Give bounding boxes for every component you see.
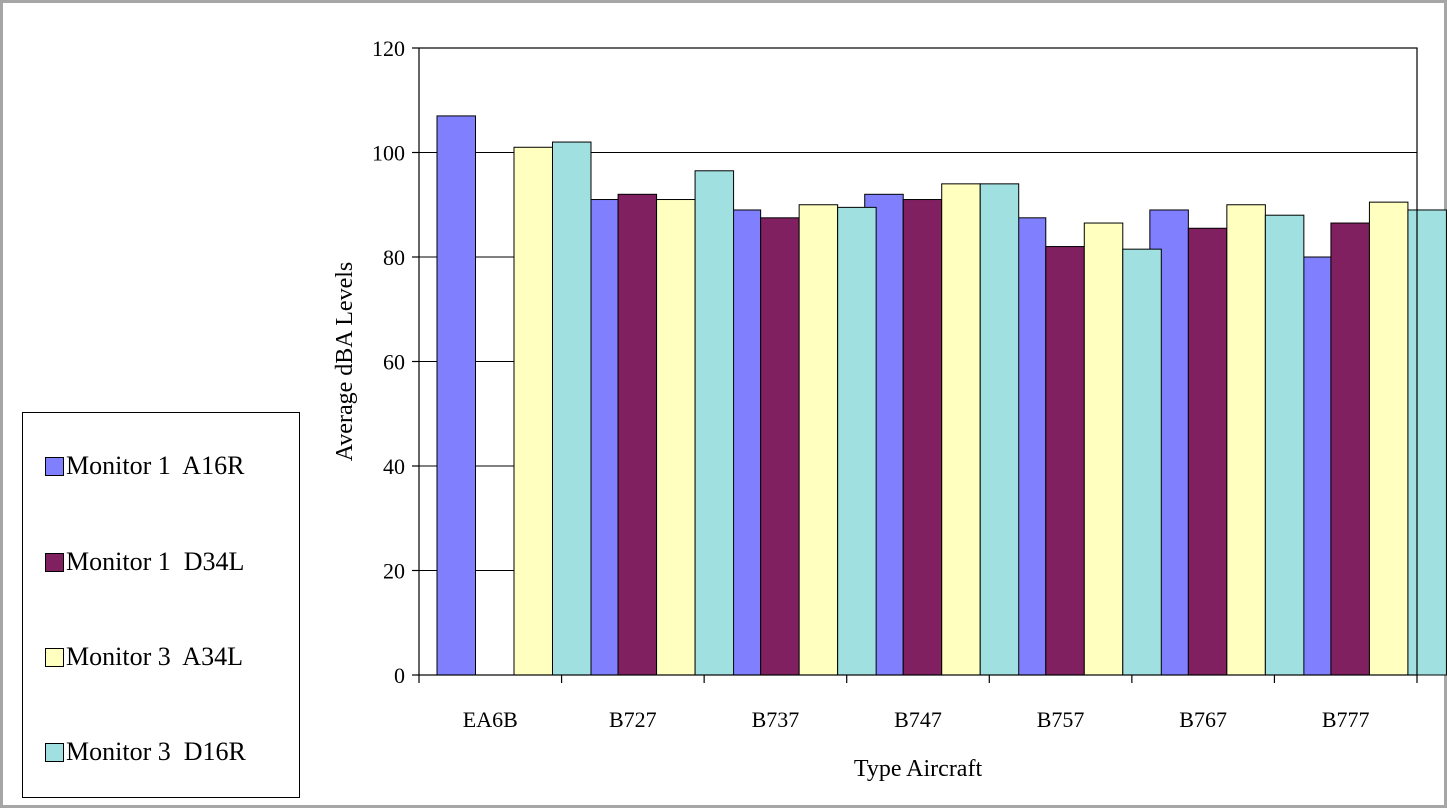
x-tick-label: B757 bbox=[1037, 707, 1085, 732]
bar-b747-series-4 bbox=[979, 183, 1020, 676]
legend-swatch bbox=[45, 552, 64, 572]
bar-ea6b-series-3 bbox=[513, 146, 553, 676]
x-tick-label: B737 bbox=[752, 707, 800, 732]
x-tick-label: B767 bbox=[1179, 707, 1227, 732]
bar-b757-series-4 bbox=[1122, 248, 1162, 676]
y-tick-label: 120 bbox=[372, 36, 405, 61]
bar-b737-series-2 bbox=[760, 217, 800, 676]
bar-b767-series-3 bbox=[1226, 204, 1266, 676]
legend-label: Monitor 3 D16R bbox=[66, 737, 246, 766]
legend-label: Monitor 1 D34L bbox=[66, 547, 245, 576]
y-tick-label: 40 bbox=[383, 454, 405, 479]
y-tick-label: 100 bbox=[372, 141, 405, 166]
legend-swatch bbox=[45, 647, 64, 667]
bar-b767-series-4 bbox=[1264, 214, 1305, 676]
x-tick-label: B777 bbox=[1322, 707, 1370, 732]
bar-b767-series-2 bbox=[1187, 227, 1228, 676]
legend-label: Monitor 1 A16R bbox=[66, 451, 245, 480]
legend-swatch bbox=[45, 742, 64, 762]
y-tick-label: 20 bbox=[383, 559, 405, 584]
y-axis: 0 20 40 60 80 100 120 bbox=[372, 36, 419, 688]
bar-b757-series-3 bbox=[1083, 222, 1124, 676]
x-tick-label: EA6B bbox=[463, 707, 518, 732]
bar-b747-series-3 bbox=[941, 183, 981, 676]
bars bbox=[436, 115, 1447, 676]
bar-b737-series-3 bbox=[798, 204, 839, 676]
x-axis-title: Type Aircraft bbox=[854, 756, 983, 782]
y-tick-label: 0 bbox=[394, 663, 405, 688]
x-tick-label: B727 bbox=[609, 707, 657, 732]
bar-b777-series-3 bbox=[1368, 201, 1409, 676]
y-axis-title: Average dBA Levels bbox=[332, 262, 358, 462]
bar-b747-series-2 bbox=[902, 199, 943, 676]
legend: Monitor 1 A16R Monitor 1 D34L Monitor 3 … bbox=[22, 412, 300, 798]
bar-b757-series-2 bbox=[1045, 246, 1085, 676]
legend-item-monitor-1-a16r: Monitor 1 A16R bbox=[45, 451, 244, 481]
bar-b727-series-4 bbox=[694, 170, 735, 676]
y-tick-label: 60 bbox=[383, 350, 405, 375]
bar-ea6b-series-1 bbox=[436, 115, 476, 676]
legend-item-monitor-1-d34l: Monitor 1 D34L bbox=[45, 547, 244, 577]
y-tick-label: 80 bbox=[383, 245, 405, 270]
legend-item-monitor-3-d16r: Monitor 3 D16R bbox=[45, 737, 246, 767]
x-tick-label: B747 bbox=[894, 707, 942, 732]
legend-swatch bbox=[45, 456, 64, 476]
bar-b737-series-4 bbox=[837, 206, 877, 676]
legend-label: Monitor 3 A34L bbox=[66, 642, 243, 671]
x-axis: EA6B B727 B737 B747 B757 B767 B777 bbox=[418, 675, 1418, 732]
bar-b777-series-4 bbox=[1407, 209, 1447, 676]
bar-b727-series-2 bbox=[617, 193, 658, 676]
bar-ea6b-series-4 bbox=[552, 141, 592, 676]
bar-b727-series-3 bbox=[656, 199, 696, 676]
legend-item-monitor-3-a34l: Monitor 3 A34L bbox=[45, 642, 243, 672]
bar-b777-series-2 bbox=[1330, 222, 1370, 676]
